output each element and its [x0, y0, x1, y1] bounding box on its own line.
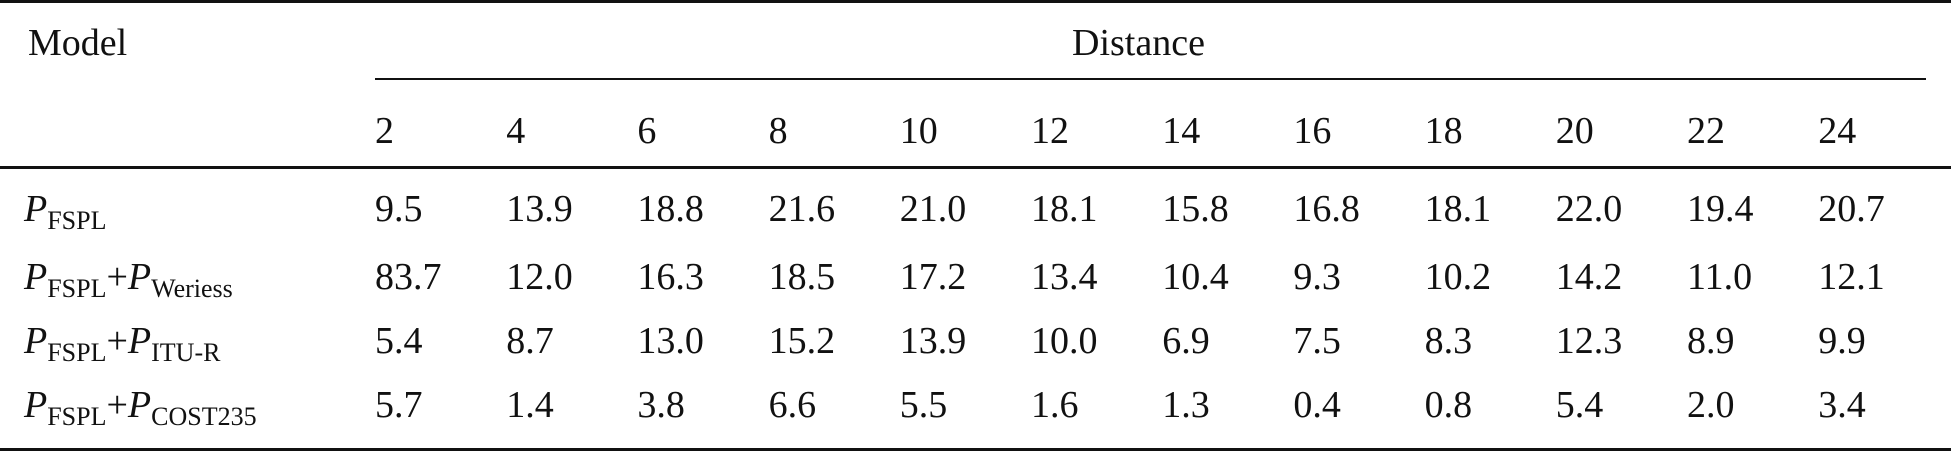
- value-cell: 20.7: [1818, 188, 1885, 230]
- value-cell: 13.0: [637, 320, 704, 362]
- value-cell: 3.8: [637, 384, 685, 426]
- value-cell: 21.0: [899, 188, 967, 230]
- value-cell: 18.1: [1424, 188, 1492, 230]
- value-cell: 5.4: [375, 320, 423, 362]
- operator: +: [106, 384, 128, 426]
- symbol: P: [24, 384, 48, 426]
- group-rule: [375, 78, 1926, 80]
- value-cell: 6.6: [768, 384, 817, 426]
- distance-header: 16: [1293, 110, 1332, 152]
- distance-header: 14: [1162, 110, 1201, 152]
- value-cell: 5.5: [899, 384, 948, 426]
- value-cell: 9.3: [1293, 256, 1341, 298]
- value-cell: 10.4: [1162, 256, 1229, 298]
- value-cell: 83.7: [375, 256, 442, 298]
- subscript: COST235: [151, 402, 257, 431]
- value-cell: 13.9: [899, 320, 967, 362]
- operator: +: [106, 320, 128, 362]
- value-cell: 18.1: [1031, 188, 1098, 230]
- distance-header: 8: [768, 110, 788, 152]
- top-rule: [0, 0, 1951, 3]
- value-cell: 15.2: [768, 320, 836, 362]
- value-cell: 8.3: [1424, 320, 1473, 362]
- header-rule: [0, 166, 1951, 169]
- value-cell: 8.7: [506, 320, 554, 362]
- value-cell: 1.6: [1031, 384, 1079, 426]
- group-header: Distance: [1072, 22, 1205, 64]
- subscript: FSPL: [47, 338, 107, 367]
- subscript: FSPL: [47, 274, 107, 303]
- value-cell: 2.0: [1687, 384, 1735, 426]
- distance-header: 10: [899, 110, 938, 152]
- value-cell: 3.4: [1818, 384, 1866, 426]
- value-cell: 8.9: [1687, 320, 1735, 362]
- model-cell: PFSPL+PWeriess: [24, 256, 233, 302]
- distance-header: 20: [1555, 110, 1594, 152]
- value-cell: 15.8: [1162, 188, 1229, 230]
- model-cell: PFSPL: [24, 188, 106, 234]
- value-cell: 1.4: [506, 384, 554, 426]
- model-cell: PFSPL+PITU-R: [24, 320, 220, 366]
- value-cell: 16.3: [637, 256, 704, 298]
- value-cell: 12.3: [1555, 320, 1623, 362]
- value-cell: 0.4: [1293, 384, 1341, 426]
- symbol: P: [24, 256, 48, 298]
- model-cell: PFSPL+PCOST235: [24, 384, 257, 430]
- value-cell: 0.8: [1424, 384, 1473, 426]
- distance-header: 2: [375, 110, 394, 152]
- subscript: FSPL: [47, 402, 107, 431]
- distance-header: 24: [1818, 110, 1857, 152]
- symbol: P: [24, 188, 48, 230]
- bottom-rule: [0, 448, 1951, 451]
- distance-header: 4: [506, 110, 526, 152]
- value-cell: 14.2: [1555, 256, 1623, 298]
- subscript: FSPL: [47, 206, 107, 235]
- value-cell: 16.8: [1293, 188, 1360, 230]
- symbol: P: [127, 256, 152, 298]
- value-cell: 9.5: [375, 188, 423, 230]
- value-cell: 6.9: [1162, 320, 1210, 362]
- value-cell: 18.5: [768, 256, 836, 298]
- value-cell: 10.0: [1031, 320, 1098, 362]
- subscript: ITU-R: [151, 338, 221, 367]
- symbol: P: [127, 320, 152, 362]
- value-cell: 22.0: [1555, 188, 1623, 230]
- distance-header: 6: [637, 110, 657, 152]
- value-cell: 18.8: [637, 188, 704, 230]
- value-cell: 10.2: [1424, 256, 1492, 298]
- value-cell: 12.0: [506, 256, 573, 298]
- operator: +: [106, 256, 128, 298]
- symbol: P: [127, 384, 152, 426]
- distance-header: 18: [1424, 110, 1463, 152]
- subscript: Weriess: [151, 274, 233, 303]
- value-cell: 17.2: [899, 256, 967, 298]
- value-cell: 9.9: [1818, 320, 1866, 362]
- value-cell: 5.7: [375, 384, 423, 426]
- distance-header: 12: [1031, 110, 1069, 152]
- symbol: P: [24, 320, 48, 362]
- value-cell: 11.0: [1687, 256, 1753, 298]
- value-cell: 12.1: [1818, 256, 1885, 298]
- value-cell: 5.4: [1555, 384, 1604, 426]
- model-header: Model: [28, 22, 128, 64]
- value-cell: 21.6: [768, 188, 836, 230]
- value-cell: 1.3: [1162, 384, 1210, 426]
- value-cell: 19.4: [1687, 188, 1754, 230]
- value-cell: 13.4: [1031, 256, 1098, 298]
- value-cell: 13.9: [506, 188, 573, 230]
- value-cell: 7.5: [1293, 320, 1341, 362]
- distance-header: 22: [1687, 110, 1725, 152]
